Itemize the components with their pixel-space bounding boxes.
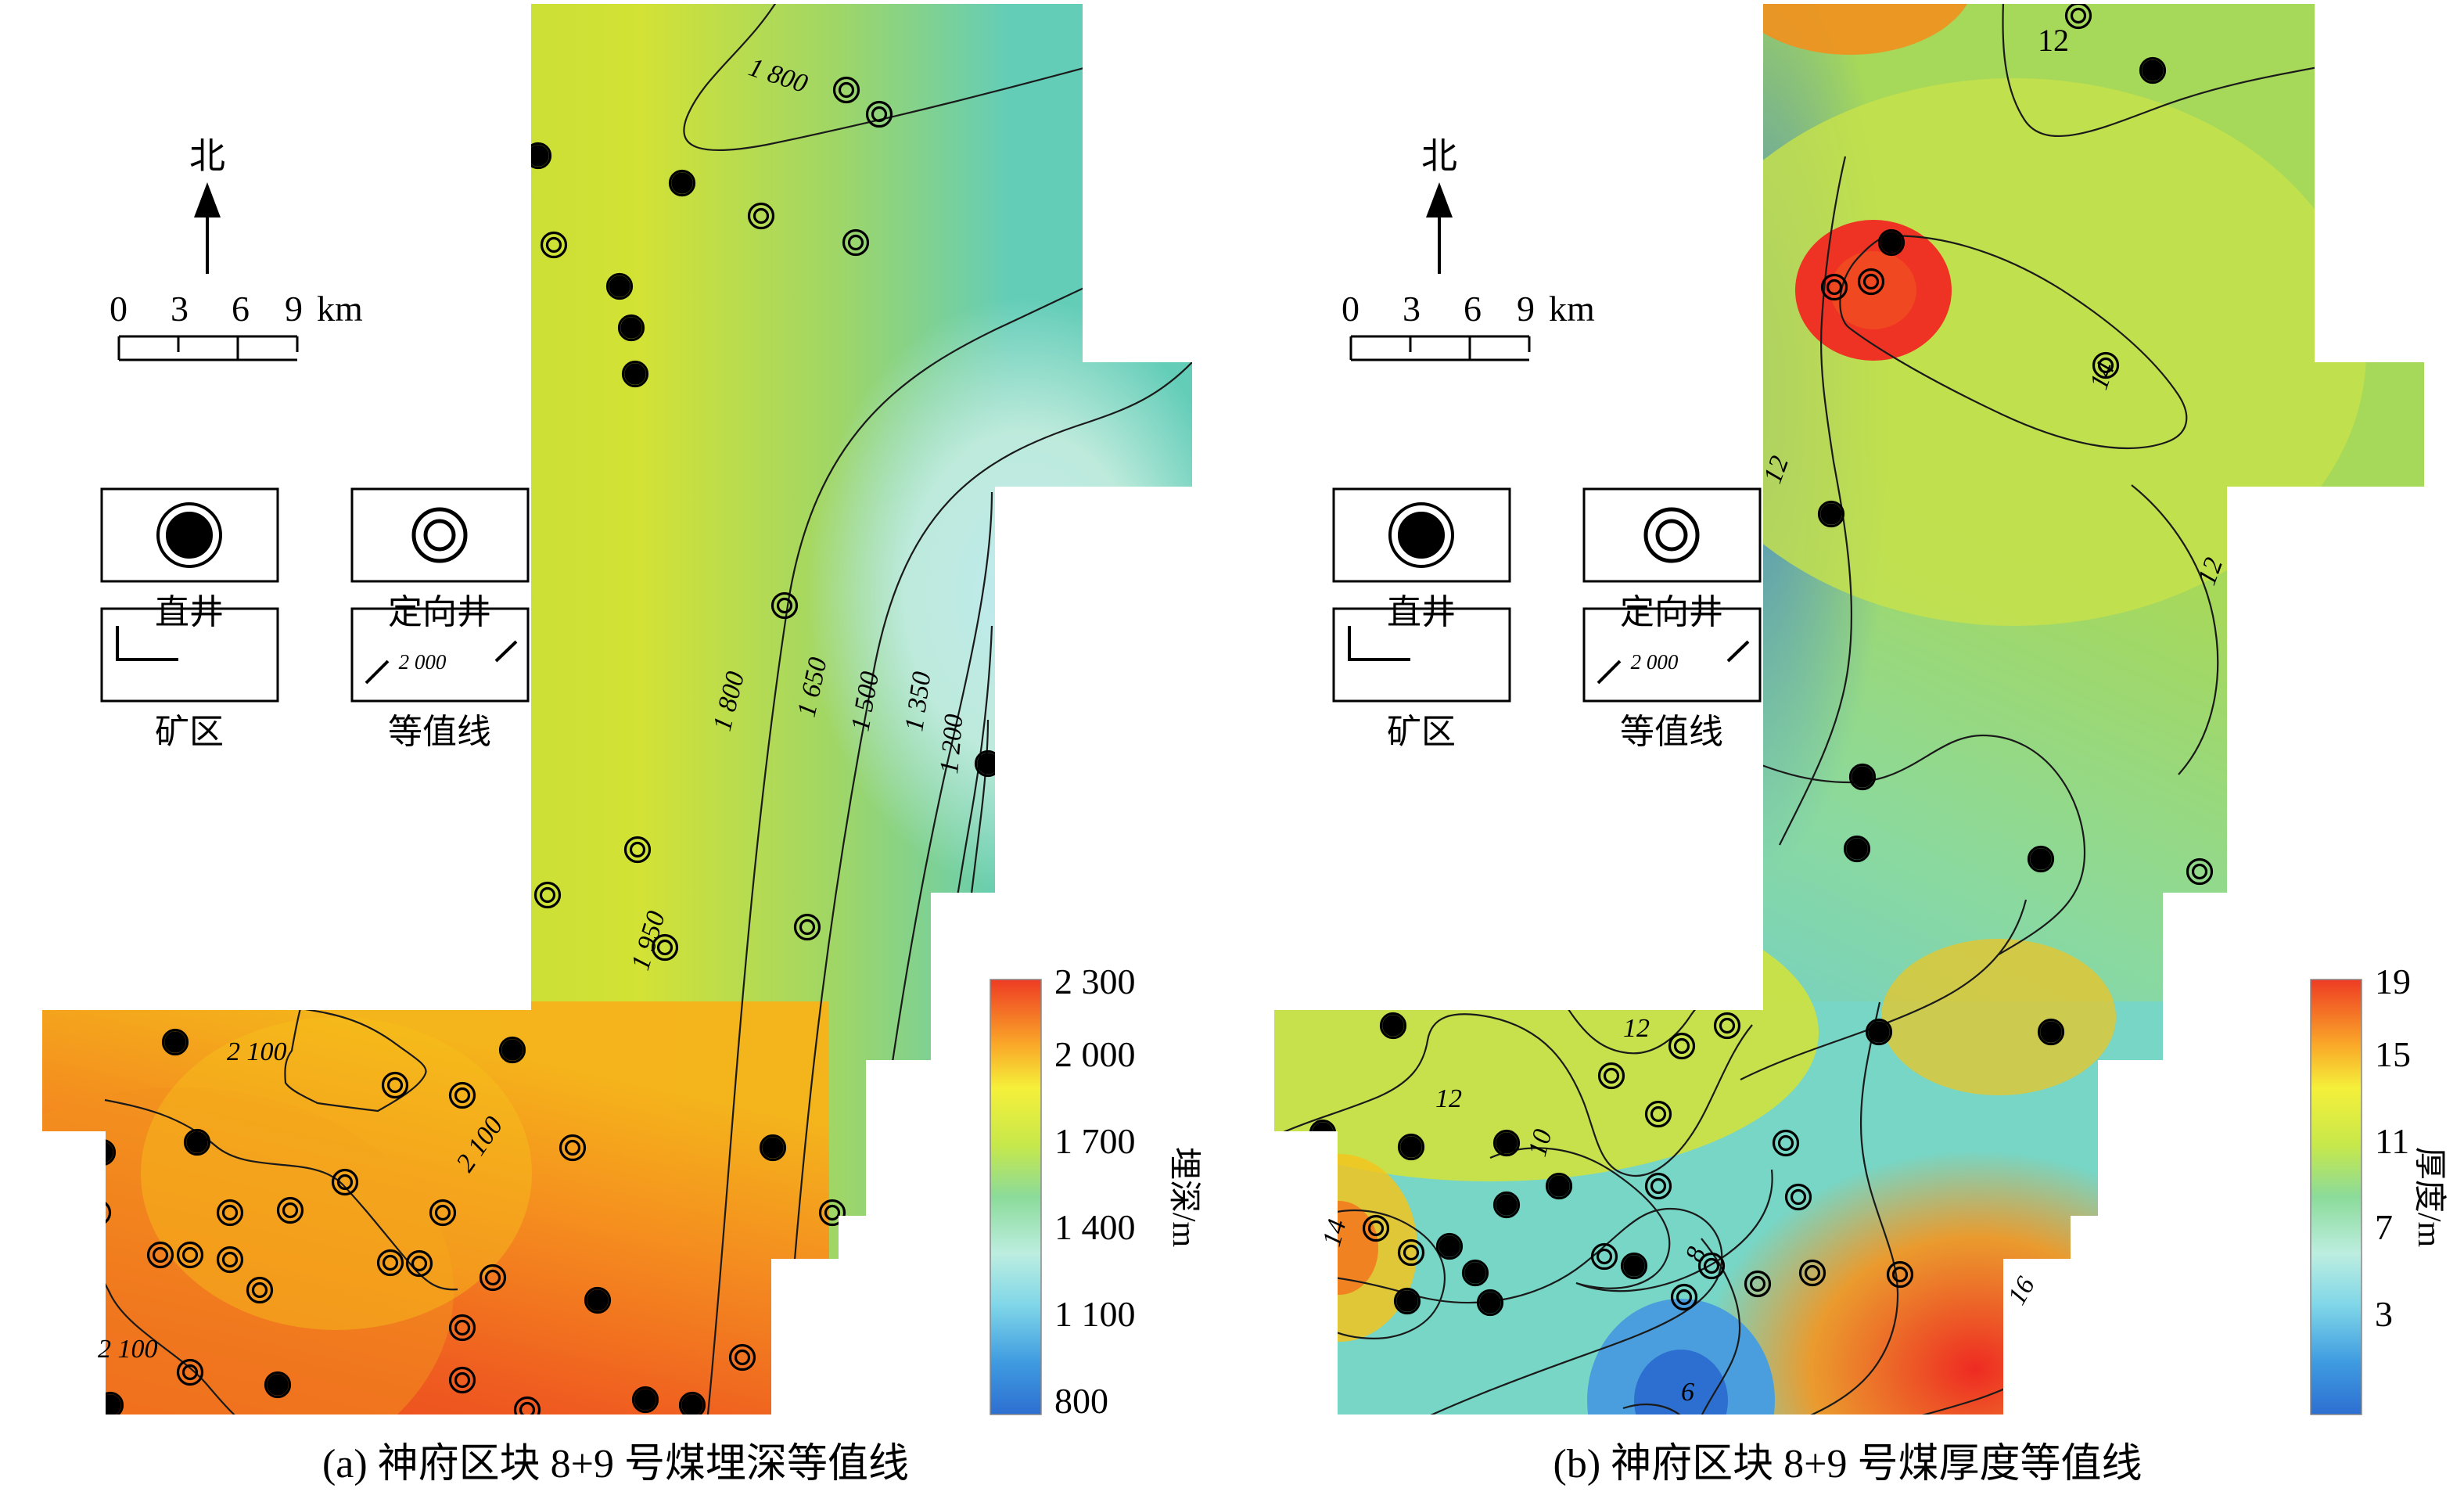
svg-text:6: 6 <box>1681 1378 1694 1407</box>
svg-text:7: 7 <box>2375 1207 2393 1247</box>
svg-text:12: 12 <box>1623 1014 1650 1043</box>
svg-text:0: 0 <box>110 289 128 329</box>
svg-text:1 100: 1 100 <box>1054 1294 1136 1334</box>
svg-text:2 000: 2 000 <box>1054 1034 1136 1074</box>
svg-text:等值线: 等值线 <box>388 713 491 751</box>
svg-text:3: 3 <box>2375 1294 2393 1334</box>
svg-text:km: km <box>317 289 363 329</box>
svg-text:厚度/m: 厚度/m <box>2411 1147 2447 1248</box>
svg-text:12: 12 <box>1435 1084 1462 1113</box>
svg-text:2 000: 2 000 <box>399 650 447 674</box>
svg-text:定向井: 定向井 <box>388 593 491 631</box>
svg-text:9: 9 <box>285 289 303 329</box>
svg-text:矿区: 矿区 <box>155 713 224 751</box>
svg-text:直井: 直井 <box>155 593 224 631</box>
svg-text:11: 11 <box>2375 1121 2409 1161</box>
svg-text:15: 15 <box>2375 1034 2411 1074</box>
svg-text:16: 16 <box>2002 1272 2041 1310</box>
svg-text:(a) 神府区块 8+9 号煤埋深等值线: (a) 神府区块 8+9 号煤埋深等值线 <box>322 1442 909 1486</box>
svg-text:2 100: 2 100 <box>227 1037 287 1066</box>
svg-text:3: 3 <box>171 289 189 329</box>
svg-text:1 400: 1 400 <box>1054 1207 1136 1247</box>
svg-text:1 200: 1 200 <box>935 713 969 775</box>
svg-text:800: 800 <box>1054 1381 1108 1421</box>
svg-text:12: 12 <box>2038 23 2069 58</box>
svg-text:(b) 神府区块 8+9 号煤厚度等值线: (b) 神府区块 8+9 号煤厚度等值线 <box>1553 1442 2143 1486</box>
svg-text:2 100: 2 100 <box>98 1335 158 1364</box>
svg-text:1 700: 1 700 <box>1054 1121 1136 1161</box>
svg-text:6: 6 <box>232 289 250 329</box>
svg-text:2 300: 2 300 <box>1054 962 1136 1001</box>
svg-text:北: 北 <box>189 136 225 176</box>
svg-text:19: 19 <box>2375 962 2411 1001</box>
svg-text:埋深/m: 埋深/m <box>1166 1147 1201 1248</box>
